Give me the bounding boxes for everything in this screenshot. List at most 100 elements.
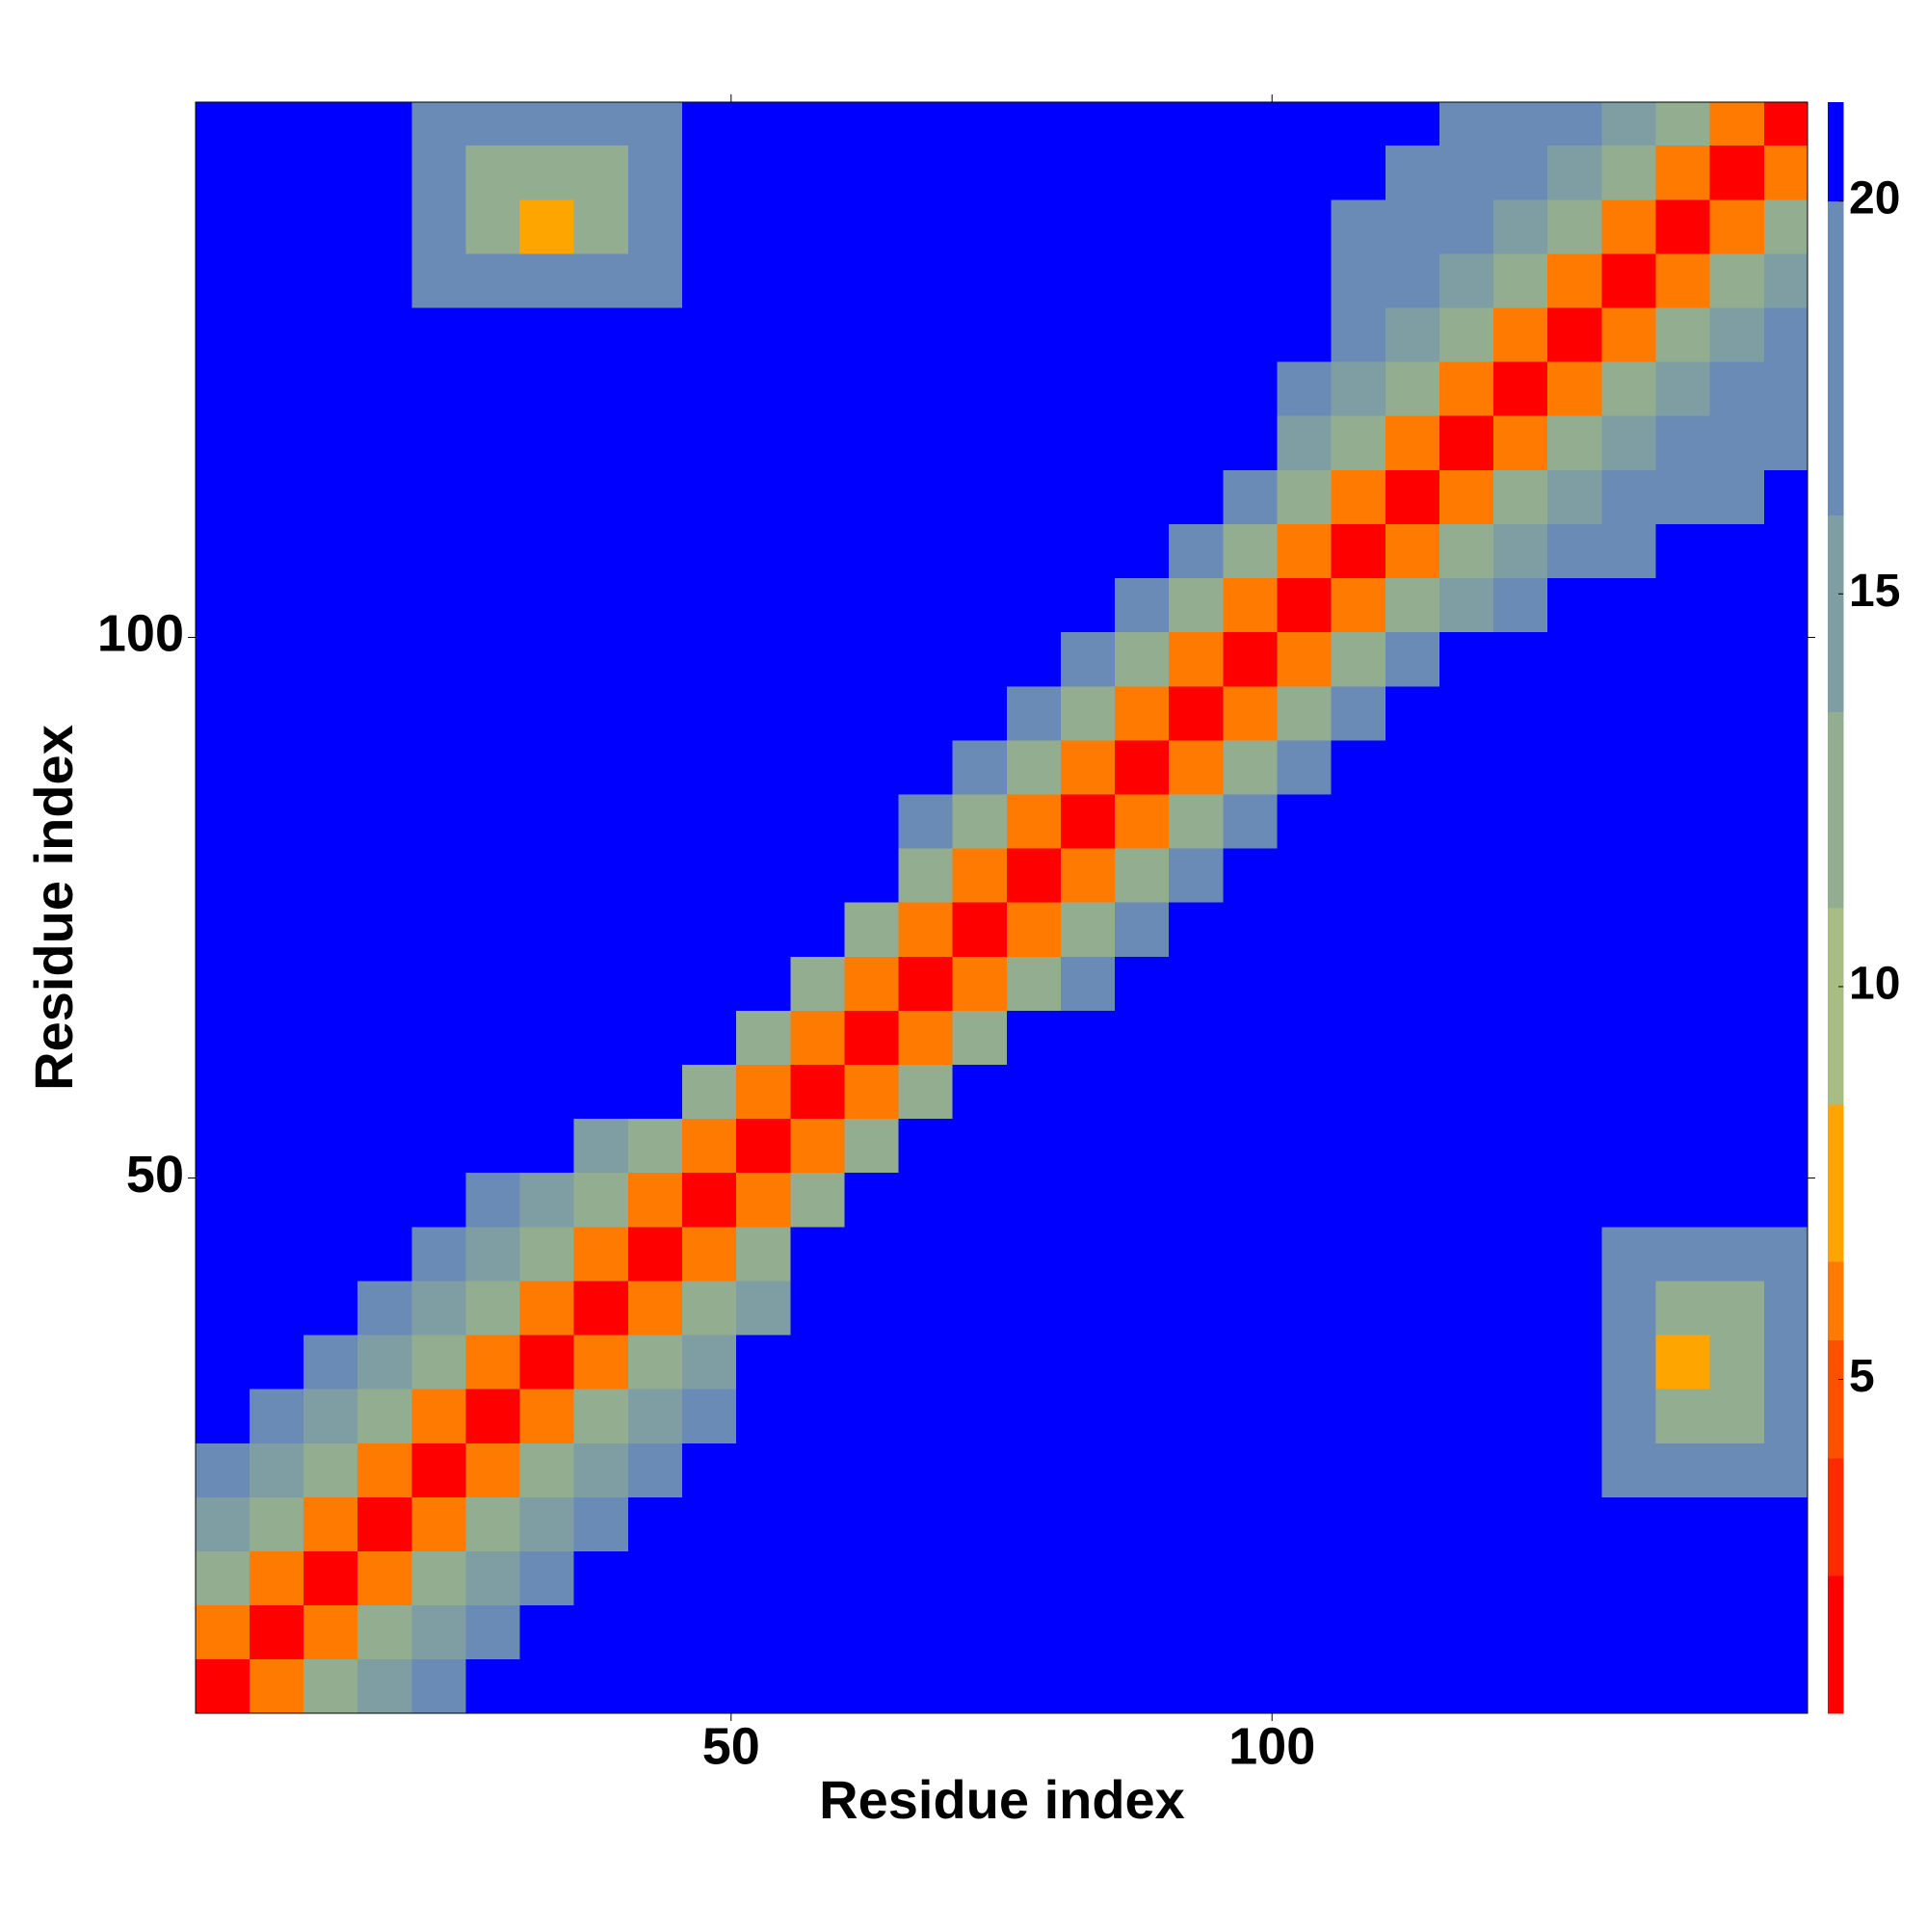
heatmap-cell [1060,847,1116,903]
heatmap-cell [1547,1496,1602,1551]
heatmap-cell [1547,739,1602,795]
heatmap-cell [573,1226,629,1282]
heatmap-cell [195,361,251,416]
heatmap-cell [1439,847,1494,903]
heatmap-cell [1493,252,1548,308]
heatmap-cell [1060,198,1116,254]
heatmap-cell [736,739,791,795]
heatmap-cell [1006,469,1062,524]
heatmap-cell [844,198,900,254]
heatmap-cell [1709,1280,1765,1336]
heatmap-cell [1223,306,1279,362]
heatmap-cell [1763,1496,1808,1551]
heatmap-cell [411,145,467,200]
heatmap-cell [357,101,412,146]
heatmap-cell [952,145,1008,200]
heatmap-cell [357,956,412,1011]
heatmap-cell [465,1334,521,1389]
heatmap-cell [1439,956,1494,1011]
heatmap-cell [357,1334,412,1389]
heatmap-cell [1115,1172,1170,1228]
heatmap-cell [898,1389,954,1443]
heatmap-cell [681,739,737,795]
heatmap-cell [1006,1280,1062,1336]
heatmap-cell [1709,577,1765,633]
heatmap-cell [573,1442,629,1497]
heatmap-cell [952,1226,1008,1282]
heatmap-cell [790,1389,845,1443]
x-tick-label: 50 [702,1717,760,1775]
heatmap-cell [1006,415,1062,470]
heatmap-cell [898,523,954,579]
heatmap-cell [1006,577,1062,633]
heatmap-cell [573,469,629,524]
heatmap-cell [1115,1118,1170,1174]
heatmap-cell [1331,469,1386,524]
heatmap-cell [736,685,791,741]
heatmap-cell [1331,252,1386,308]
heatmap-cell [1277,847,1333,903]
heatmap-cell [357,739,412,795]
heatmap-cell [357,252,412,308]
heatmap-cell [303,306,358,362]
heatmap-cell [195,1658,251,1714]
heatmap-cell [1547,361,1602,416]
heatmap-cell [1709,685,1765,741]
heatmap-cell [249,631,304,687]
heatmap-cell [952,1550,1008,1606]
heatmap-cell [1493,1496,1548,1551]
heatmap-cell [1601,523,1657,579]
heatmap-cell [573,1172,629,1228]
heatmap-cell [303,956,358,1011]
heatmap-cell [1655,739,1711,795]
heatmap-cell [736,1172,791,1228]
heatmap-cell [195,145,251,200]
heatmap-cell [1493,361,1548,416]
heatmap-cell [681,523,737,579]
heatmap-cell [249,1604,304,1660]
heatmap-cell [249,685,304,741]
heatmap-cell [952,847,1008,903]
heatmap-cell [1223,101,1279,146]
heatmap-cell [844,847,900,903]
heatmap-cell [681,198,737,254]
colorbar-segment [1827,908,1844,1105]
heatmap-cell [790,739,845,795]
heatmap-cell [627,631,683,687]
heatmap-cell [1385,1550,1440,1606]
heatmap-cell [573,631,629,687]
heatmap-cell [1277,793,1333,849]
heatmap-cell [1709,1226,1765,1282]
heatmap-cell [465,1604,521,1660]
heatmap-cell [465,1442,521,1497]
heatmap-cell [1385,1442,1440,1497]
heatmap-cell [1493,1064,1548,1120]
heatmap-cell [1763,145,1808,200]
heatmap-cell [411,415,467,470]
heatmap-cell [1223,252,1279,308]
heatmap-cell [952,1604,1008,1660]
heatmap-cell [1169,1604,1224,1660]
heatmap-cell [790,1280,845,1336]
heatmap-cell [736,361,791,416]
heatmap-cell [736,847,791,903]
heatmap-cell [249,198,304,254]
heatmap-cell [844,1280,900,1336]
heatmap-cell [411,1550,467,1606]
heatmap-cell [898,793,954,849]
heatmap-cell [1385,1334,1440,1389]
heatmap-cell [1493,145,1548,200]
heatmap-cell [1547,1064,1602,1120]
heatmap-cell [1601,631,1657,687]
y-axis-label: Residue index [23,725,84,1091]
heatmap-cell [1763,685,1808,741]
heatmap-cell [195,1064,251,1120]
heatmap-cell [1493,847,1548,903]
heatmap-cell [1493,306,1548,362]
heatmap-cell [898,577,954,633]
heatmap-cell [1060,469,1116,524]
heatmap-cell [573,1118,629,1174]
heatmap-cell [195,1280,251,1336]
heatmap-cell [1763,1226,1808,1282]
heatmap-cell [1601,577,1657,633]
